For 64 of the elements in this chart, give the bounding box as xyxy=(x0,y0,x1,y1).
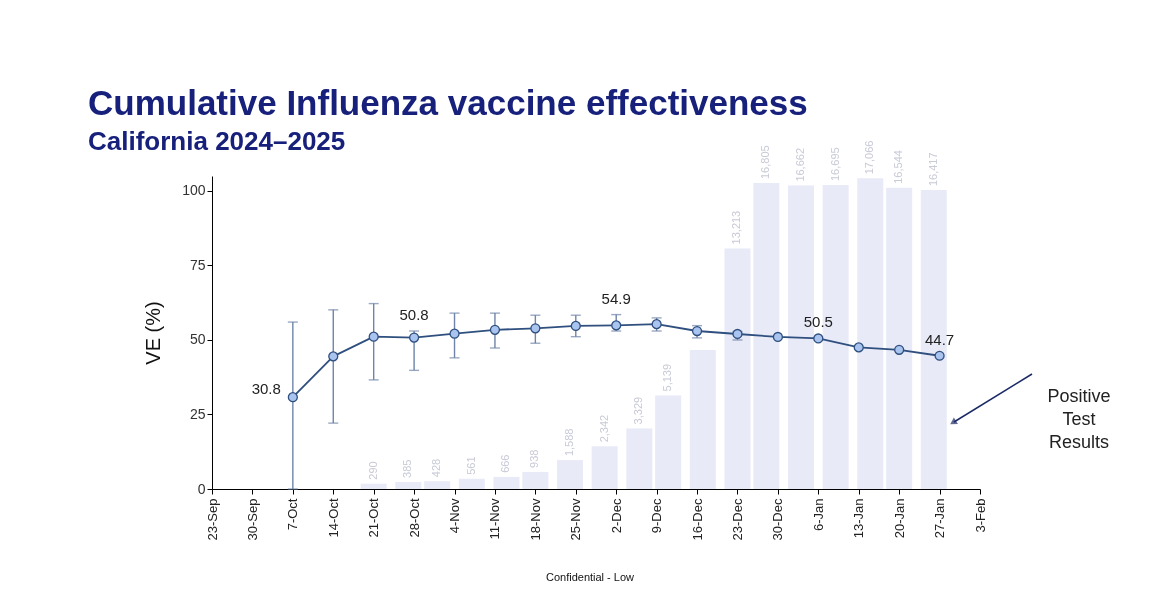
x-tick-label: 27-Jan xyxy=(932,498,948,539)
x-tick-label: 21-Oct xyxy=(366,498,382,538)
point xyxy=(934,350,945,361)
point xyxy=(408,332,420,343)
x-tick-label: 23-Dec xyxy=(729,498,745,541)
x-tick-label: 2-Dec xyxy=(608,498,624,534)
point xyxy=(772,331,784,343)
bar xyxy=(655,395,682,489)
bar xyxy=(626,428,653,489)
text: Confidential - Low xyxy=(545,571,635,583)
point xyxy=(570,320,581,332)
text: Positive Test Results xyxy=(1047,386,1111,452)
point xyxy=(287,392,298,403)
y-tick-label: 0 xyxy=(197,480,206,497)
chart-title: Cumulative Influenza vaccine effectiveness xyxy=(88,83,808,122)
data-label: 50.8 xyxy=(399,306,429,324)
point xyxy=(813,333,824,344)
x-tick-label: 7-Oct xyxy=(285,498,301,531)
x-tick-label: 23-Sep xyxy=(204,498,220,541)
point xyxy=(489,324,501,335)
y-axis-title: VE (%) xyxy=(142,301,165,365)
point xyxy=(449,328,460,339)
point xyxy=(894,344,905,355)
data-label: 44.7 xyxy=(924,330,955,348)
x-tick-label: 13-Jan xyxy=(851,498,867,539)
y-tick-label: 25 xyxy=(189,405,206,422)
bar xyxy=(857,178,884,489)
y-tick-label: 75 xyxy=(189,256,206,273)
bar xyxy=(493,476,520,489)
point xyxy=(853,342,864,353)
point xyxy=(611,320,622,331)
x-tick-label: 30-Sep xyxy=(244,498,260,541)
x-tick-label: 16-Dec xyxy=(689,498,705,541)
data-label: 54.9 xyxy=(601,289,631,307)
bar xyxy=(689,350,716,489)
bar xyxy=(753,183,780,489)
bar xyxy=(424,481,451,489)
x-tick-label: 14-Oct xyxy=(325,498,341,538)
data-label: 50.5 xyxy=(803,313,833,331)
bar xyxy=(458,478,485,489)
point xyxy=(368,331,379,342)
x-tick-label: 28-Oct xyxy=(406,498,422,538)
x-tick-label: 6-Jan xyxy=(810,498,826,532)
bar xyxy=(724,248,751,489)
x-tick-label: 3-Feb xyxy=(972,498,988,533)
x-tick-label: 9-Dec xyxy=(649,498,665,534)
point xyxy=(328,351,339,362)
x-tick-label: 30-Dec xyxy=(770,498,786,541)
x-tick-label: 4-Nov xyxy=(447,498,463,534)
x-tick-label: 25-Nov xyxy=(568,498,584,541)
x-tick-label: 11-Nov xyxy=(487,498,503,540)
point xyxy=(530,323,541,334)
x-tick-label: 20-Jan xyxy=(891,498,907,539)
chart-subtitle: California 2024–2025 xyxy=(88,126,346,156)
data-label: 30.8 xyxy=(251,380,281,398)
bar xyxy=(591,446,618,489)
bar xyxy=(886,187,913,489)
bar xyxy=(557,460,584,489)
y-tick-label: 100 xyxy=(182,182,206,199)
bar xyxy=(360,483,387,489)
bar xyxy=(395,481,422,489)
y-tick-label: 50 xyxy=(189,331,206,348)
bar xyxy=(522,471,549,489)
x-tick-label: 18-Nov xyxy=(527,498,543,541)
